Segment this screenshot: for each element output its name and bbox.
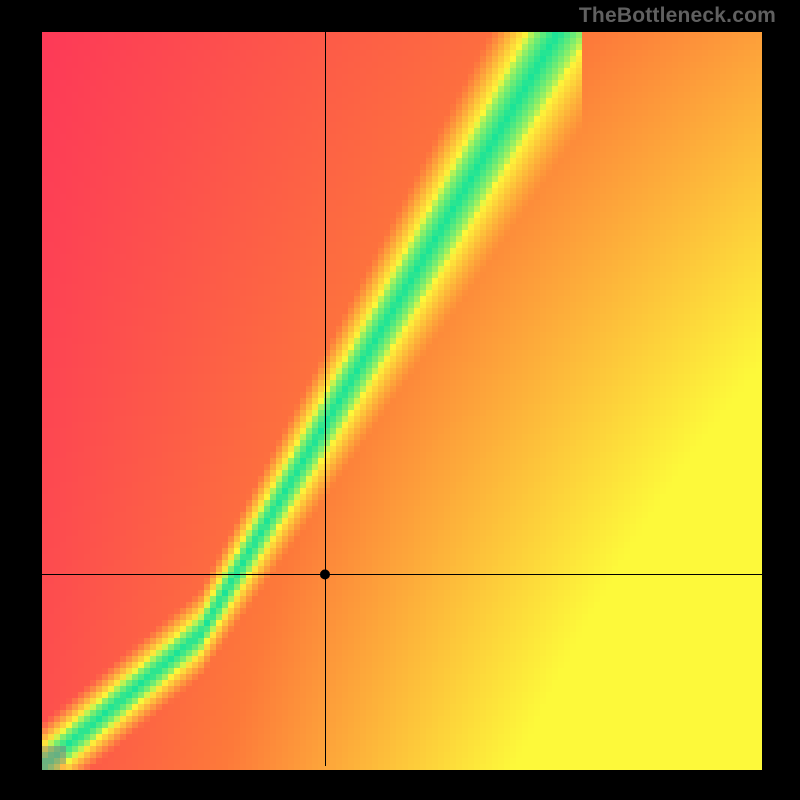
bottleneck-heatmap xyxy=(0,0,800,800)
watermark-text: TheBottleneck.com xyxy=(579,4,776,28)
